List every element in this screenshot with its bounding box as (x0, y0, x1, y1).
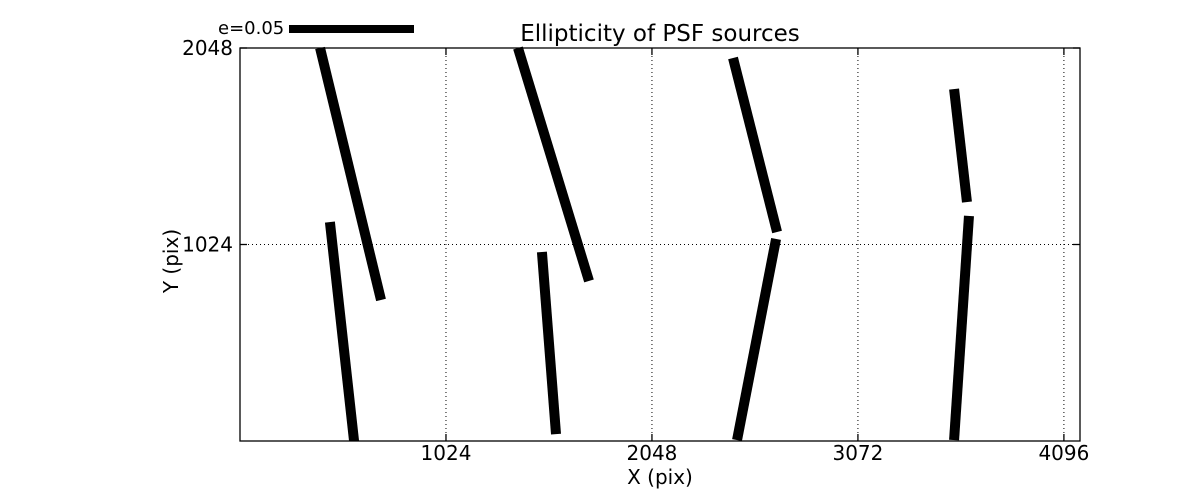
x-tick-label: 3072 (832, 441, 883, 465)
legend-scale-label: e=0.05 (218, 18, 285, 39)
y-tick-label: 1024 (182, 233, 233, 257)
legend: e=0.05 (218, 18, 415, 40)
ellipticity-whisker (324, 221, 360, 442)
y-tick-label: 2048 (182, 36, 233, 60)
x-axis-label: X (pix) (627, 465, 693, 489)
chart-title: Ellipticity of PSF sources (520, 21, 800, 47)
ellipticity-whisker (949, 215, 974, 441)
ellipticity-whisker (949, 88, 972, 203)
ellipticity-whisker (728, 56, 782, 234)
ellipticity-whisker (536, 251, 561, 435)
x-tick-label: 4096 (1038, 441, 1089, 465)
x-tick-label: 1024 (421, 441, 472, 465)
x-tick-label: 2048 (627, 441, 678, 465)
legend-scale-bar-icon (289, 25, 415, 33)
ellipticity-whisker (513, 46, 594, 283)
y-axis-label: Y (pix) (159, 228, 183, 294)
ellipticity-whisker (315, 46, 386, 302)
ellipticity-whisker (732, 237, 781, 441)
